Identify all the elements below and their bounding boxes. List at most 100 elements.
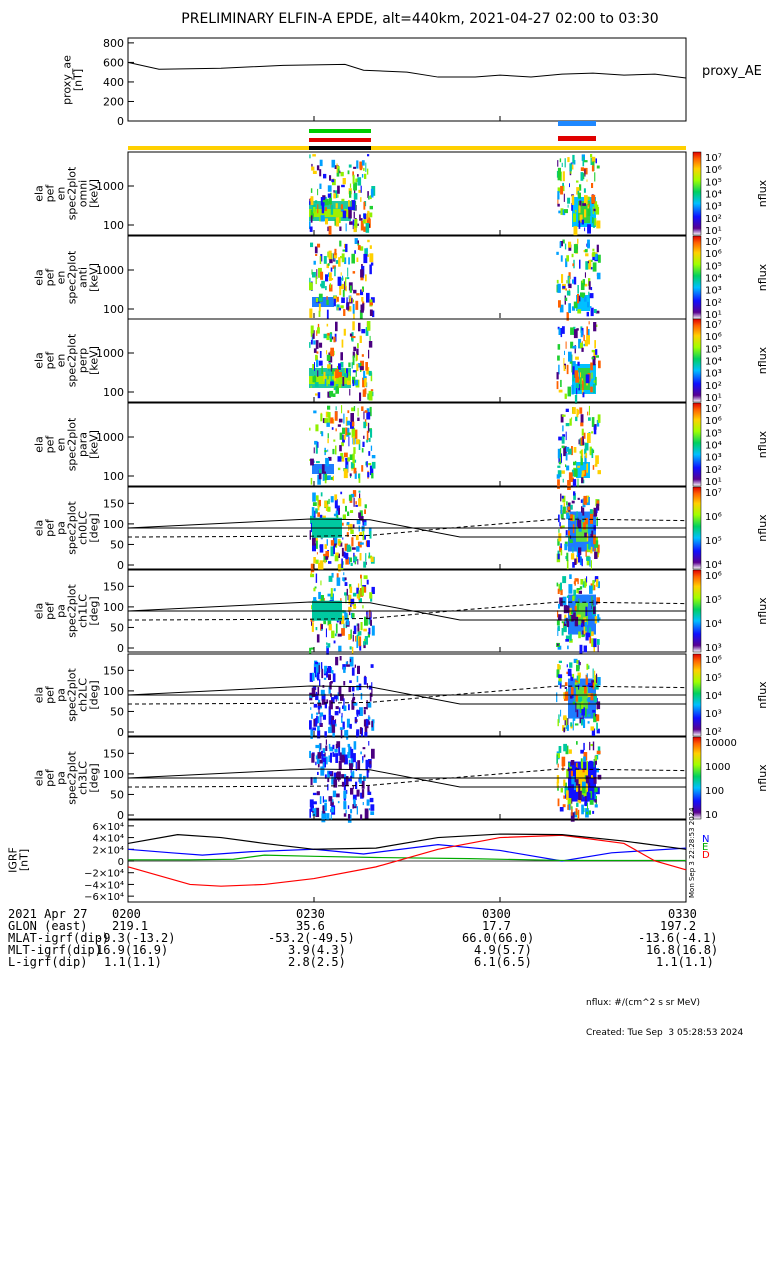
orbit-position-bar: [128, 146, 686, 150]
flux-pixel: [595, 576, 599, 581]
pa-panel-ylabel-line: pef: [44, 601, 57, 620]
chart-title: PRELIMINARY ELFIN-A EPDE, alt=440km, 202…: [181, 11, 658, 27]
flux-pixel: [313, 410, 317, 414]
flux-pixel: [366, 292, 370, 303]
flux-pixel: [595, 499, 598, 507]
flux-pixel: [557, 645, 562, 650]
flux-pixel: [321, 699, 326, 705]
flux-pixel: [327, 618, 332, 626]
flux-pixel: [366, 720, 369, 727]
flux-pixel: [579, 703, 582, 713]
flux-pixel: [310, 647, 314, 650]
flux-pixel: [355, 635, 357, 642]
flux-pixel: [342, 289, 345, 297]
flux-pixel: [314, 200, 318, 204]
flux-pixel: [573, 213, 576, 222]
flux-pixel: [317, 441, 319, 448]
flux-pixel: [556, 620, 560, 626]
flux-pixel: [559, 241, 562, 248]
flux-pixel: [583, 343, 585, 347]
flux-pixel: [575, 356, 579, 360]
flux-pixel: [361, 297, 364, 302]
flux-pixel: [354, 471, 357, 479]
flux-pixel: [579, 407, 583, 414]
flux-pixel: [370, 372, 373, 382]
flux-pixel: [354, 664, 356, 668]
flux-pixel: [349, 473, 352, 477]
flux-pixel: [330, 204, 334, 215]
flux-pixel: [369, 465, 374, 476]
flux-pixel: [572, 479, 577, 487]
col-0230-mlat: -53.2(-49.5): [268, 931, 355, 945]
flux-pixel: [346, 729, 349, 740]
flux-pixel: [349, 763, 353, 770]
flux-pixel: [345, 459, 349, 469]
flux-pixel: [577, 238, 579, 244]
flux-pixel: [318, 743, 321, 754]
pa-panel-ylabel-line: ela: [33, 770, 46, 787]
flux-pixel: [342, 434, 345, 443]
flux-pixel: [341, 774, 345, 778]
flux-pixel: [352, 785, 354, 789]
flux-pixel: [361, 586, 364, 596]
flux-pixel: [343, 790, 347, 799]
flux-pixel: [557, 171, 561, 181]
colorbar-4: [692, 402, 702, 487]
flux-pixel: [317, 706, 321, 710]
flux-pixel: [309, 277, 311, 285]
flux-pixel: [566, 605, 570, 613]
flux-pixel: [559, 807, 564, 812]
flux-pixel: [309, 226, 313, 232]
flux-pixel: [326, 350, 328, 355]
igrf-legend-n: N: [702, 834, 709, 845]
flux-pixel: [350, 413, 354, 423]
flux-pixel: [332, 729, 335, 738]
flux-pixel: [323, 202, 326, 211]
flux-pixel: [363, 575, 368, 580]
flux-pixel: [568, 584, 573, 594]
flux-pixel: [340, 204, 343, 212]
flux-pixel: [317, 474, 321, 485]
flux-pixel: [575, 604, 579, 608]
flux-pixel: [328, 755, 331, 762]
flux-pixel: [335, 510, 338, 518]
flux-pixel: [366, 612, 368, 615]
flux-pixel: [331, 670, 334, 674]
flux-pixel: [592, 638, 597, 648]
flux-pixel: [585, 796, 587, 806]
flux-pixel: [334, 411, 338, 421]
flux-pixel: [326, 422, 330, 427]
flux-pixel: [557, 719, 559, 727]
flux-pixel: [597, 617, 601, 621]
flux-pixel: [588, 405, 590, 416]
flux-pixel: [357, 343, 359, 349]
flux-pixel: [357, 407, 359, 417]
energy-panel-ylabel-line: spec2plot: [66, 417, 79, 471]
flux-pixel: [591, 357, 594, 360]
igrf-ytick-label: 6×10⁴: [93, 822, 124, 833]
pa-panel-ylabel-line: [deg]: [88, 680, 101, 709]
energy-panel-4: 1000100elapefenspec2plotpara[keV]10⁷10⁶1…: [33, 402, 769, 490]
flux-pixel: [560, 208, 564, 215]
flux-pixel: [346, 522, 350, 525]
flux-pixel: [563, 358, 565, 368]
flux-pixel: [327, 405, 331, 410]
flux-pixel: [593, 645, 595, 652]
flux-pixel: [571, 809, 573, 816]
flux-pixel: [584, 195, 588, 205]
col-0230-glon: 35.6: [296, 919, 325, 933]
flux-pixel: [368, 349, 370, 359]
flux-pixel: [363, 534, 366, 540]
flux-pixel: [329, 272, 332, 281]
flux-pixel: [345, 776, 349, 786]
flux-pixel: [577, 603, 579, 611]
flux-pixel: [362, 303, 365, 311]
colorbar-4-tick: 10⁷: [705, 404, 722, 415]
flux-pixel: [583, 626, 587, 635]
pa-panel-ylabel-line: pa: [55, 771, 68, 785]
energy-panel-ylabel-line: [keV]: [88, 179, 101, 208]
flux-pixel: [339, 240, 342, 247]
flux-pixel: [352, 355, 355, 366]
flux-pixel: [596, 544, 600, 553]
flux-pixel: [340, 361, 344, 368]
